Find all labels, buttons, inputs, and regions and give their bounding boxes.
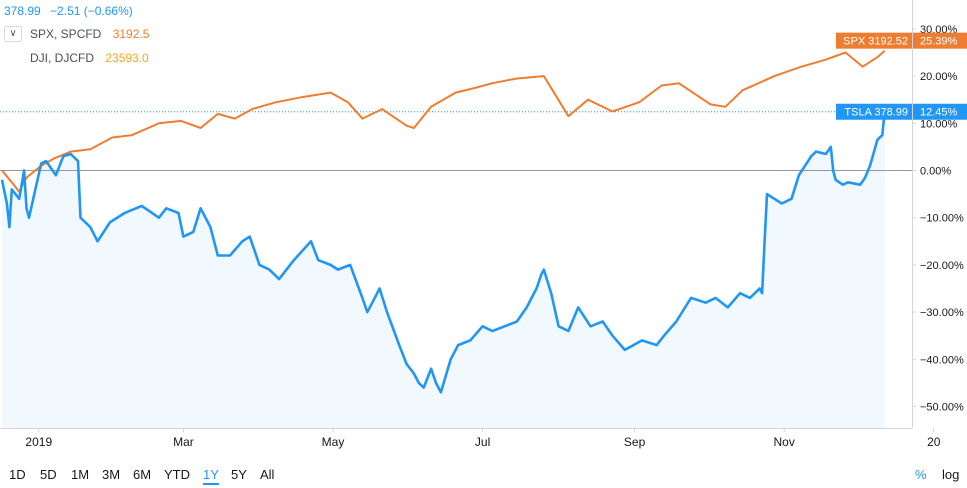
- grid-layer: [0, 111, 912, 171]
- legend-value: 23593.0: [105, 51, 149, 65]
- y-tick-label: −40.00%: [920, 354, 964, 366]
- spx-badge-value-box: [913, 32, 967, 49]
- price-change: −2.51 (−0.66%): [50, 4, 133, 18]
- y-tick-label: −20.00%: [920, 260, 964, 272]
- range-ytd[interactable]: YTD: [164, 467, 190, 482]
- percent-scale-toggle[interactable]: %: [915, 467, 927, 482]
- area-layer: [2, 111, 885, 428]
- legend-item-dji[interactable]: DJI, DJCFD 23593.0: [30, 51, 149, 65]
- y-tick-label: −50.00%: [920, 402, 964, 414]
- range-selector: 1D 5D 1M 3M 6M YTD 1Y 5Y All: [0, 460, 967, 488]
- x-tick-label: 20: [927, 435, 941, 449]
- y-tick-label: 10.00%: [920, 118, 958, 130]
- badge-layer: SPX 3192.52 25.39% TSLA 378.99 12.45%: [836, 32, 967, 120]
- x-tick-label: Sep: [624, 435, 646, 449]
- x-tick-label: May: [322, 435, 345, 449]
- tsla-badge: TSLA 378.99 12.45%: [836, 103, 967, 120]
- price-header: 378.99 −2.51 (−0.66%): [4, 4, 139, 18]
- line-layer: [0, 49, 886, 394]
- spx-badge-label: SPX 3192.52: [843, 36, 908, 48]
- spx-badge-name-box: [836, 32, 912, 49]
- x-tick-label: Mar: [173, 435, 194, 449]
- spx-badge-pct: 25.39%: [920, 36, 958, 48]
- legend-label: DJI, DJCFD: [30, 51, 94, 65]
- range-1d[interactable]: 1D: [9, 467, 26, 482]
- y-tick-label: 0.00%: [920, 166, 951, 178]
- spx-line: [1, 49, 886, 193]
- legend-item-spx[interactable]: SPX, SPCFD 3192.5: [30, 27, 149, 41]
- legend-value: 3192.5: [112, 27, 150, 41]
- range-1m[interactable]: 1M: [71, 467, 90, 482]
- chevron-down-icon: ∨: [9, 28, 17, 39]
- range-all[interactable]: All: [260, 467, 275, 482]
- range-5y[interactable]: 5Y: [231, 467, 247, 482]
- axis-layer: 30.00%20.00%10.00%0.00%−10.00%−20.00%−30…: [0, 0, 964, 449]
- tsla-badge-label: TSLA 378.99: [844, 107, 908, 119]
- x-tick-label: Jul: [475, 435, 490, 449]
- log-scale-toggle[interactable]: log: [942, 467, 960, 482]
- tsla-area: [2, 111, 885, 428]
- tsla-badge-name-box: [836, 103, 912, 120]
- legend-collapse-button[interactable]: ∨: [4, 26, 22, 42]
- y-tick-label: −10.00%: [920, 213, 964, 225]
- x-tick-label: 2019: [25, 435, 52, 449]
- x-tick-label: Nov: [774, 435, 795, 449]
- y-tick-label: 20.00%: [920, 71, 958, 83]
- range-3m[interactable]: 3M: [102, 467, 121, 482]
- tsla-badge-value-box: [913, 103, 967, 120]
- tsla-line: [0, 111, 886, 394]
- tsla-badge-pct: 12.45%: [920, 107, 958, 119]
- last-price: 378.99: [4, 4, 41, 18]
- legend-label: SPX, SPCFD: [30, 27, 102, 41]
- range-1y[interactable]: 1Y: [203, 467, 219, 485]
- comparison-chart[interactable]: 30.00%20.00%10.00%0.00%−10.00%−20.00%−30…: [0, 0, 967, 460]
- range-6m[interactable]: 6M: [133, 467, 152, 482]
- spx-badge: SPX 3192.52 25.39%: [836, 32, 967, 49]
- range-5d[interactable]: 5D: [40, 467, 57, 482]
- y-tick-label: −30.00%: [920, 307, 964, 319]
